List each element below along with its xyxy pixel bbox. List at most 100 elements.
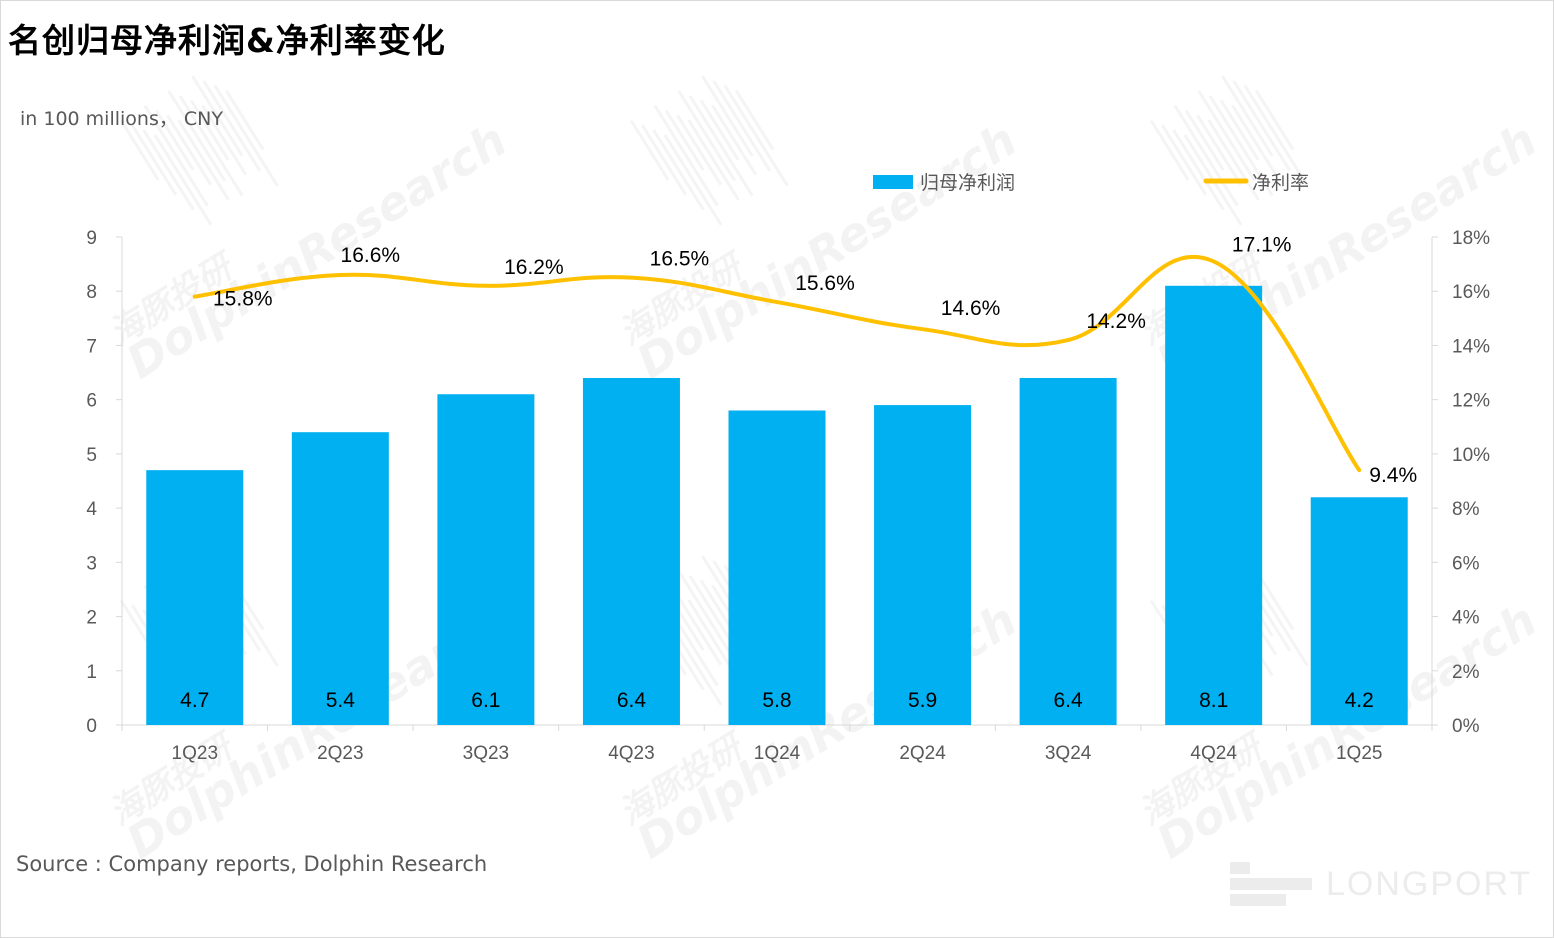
y-left-tick-label: 7 bbox=[86, 336, 97, 357]
x-tick-label: 1Q23 bbox=[172, 743, 218, 764]
unit-label: in 100 millions， CNY bbox=[20, 108, 223, 130]
watermark-bar bbox=[699, 99, 740, 161]
x-tick-label: 3Q24 bbox=[1045, 743, 1092, 764]
brand-logo: LONGPORT bbox=[1230, 862, 1532, 906]
watermark-bar bbox=[688, 94, 754, 197]
line-data-label: 15.6% bbox=[795, 272, 855, 295]
bar-data-label: 5.4 bbox=[326, 689, 356, 712]
watermark-bar bbox=[677, 90, 737, 182]
y-right-tick-label: 2% bbox=[1452, 662, 1480, 683]
line-path bbox=[192, 254, 1362, 473]
y-left-tick-label: 0 bbox=[86, 716, 97, 737]
watermark-bar bbox=[166, 114, 213, 186]
watermark-bar bbox=[723, 84, 789, 187]
watermark-bar bbox=[1221, 75, 1274, 157]
watermark-bar bbox=[119, 119, 160, 181]
x-tick-label: 1Q25 bbox=[1336, 743, 1382, 764]
watermark: 海豚投研DolphinResearch bbox=[102, 75, 516, 389]
x-tick-label: 3Q23 bbox=[463, 743, 509, 764]
watermark-bar bbox=[1149, 119, 1190, 181]
watermark-bar bbox=[153, 134, 213, 226]
bar bbox=[582, 377, 680, 725]
bar-series: 4.7 5.4 6.1 6.4 5.8 5.9 6.4 8.1 4.2 bbox=[146, 285, 1408, 725]
y-left-tick-label: 5 bbox=[86, 445, 97, 466]
watermark-bar bbox=[1208, 94, 1274, 197]
y-right-tick-label: 14% bbox=[1452, 336, 1490, 357]
brand-mark-icon bbox=[1230, 862, 1312, 906]
bar bbox=[1310, 497, 1408, 725]
y-right-tick-label: 6% bbox=[1452, 553, 1480, 574]
y-right-tick-label: 10% bbox=[1452, 445, 1490, 466]
watermark: 海豚投研DolphinResearch bbox=[612, 75, 1026, 389]
bar-data-label: 4.7 bbox=[180, 689, 209, 712]
y-left-tick-label: 1 bbox=[86, 662, 97, 683]
bar-data-label: 6.1 bbox=[471, 689, 500, 712]
watermark-bar bbox=[1254, 89, 1295, 151]
x-tick-label: 2Q23 bbox=[317, 743, 363, 764]
watermark-bar bbox=[1184, 109, 1225, 171]
watermark-bar bbox=[191, 75, 244, 157]
watermark-bar bbox=[676, 114, 723, 186]
watermark-bar bbox=[701, 75, 754, 157]
line-data-label: 14.6% bbox=[941, 297, 1001, 320]
watermark-bar bbox=[1232, 80, 1292, 172]
x-tick-label: 2Q24 bbox=[899, 743, 946, 764]
bar-data-label: 4.2 bbox=[1345, 689, 1374, 712]
watermark-bar bbox=[1197, 90, 1257, 182]
y-right-tick-label: 4% bbox=[1452, 608, 1480, 629]
bar-data-label: 6.4 bbox=[1054, 689, 1084, 712]
y-left-tick-label: 4 bbox=[86, 499, 97, 520]
line-data-label: 16.6% bbox=[341, 244, 401, 267]
bar-data-label: 5.8 bbox=[762, 689, 791, 712]
y-right-tick-label: 8% bbox=[1452, 499, 1480, 520]
line-data-label: 9.4% bbox=[1369, 464, 1417, 487]
watermark-bar bbox=[213, 84, 279, 187]
brand-text: LONGPORT bbox=[1326, 864, 1533, 903]
watermark-bar bbox=[663, 134, 723, 226]
watermark-bar bbox=[189, 99, 230, 161]
chart-axes: 0 1 2 3 4 5 6 7 8 9 0% 2% 4% 6% 8% 10% 12% 14% 16% 18% 1Q23 2… bbox=[86, 228, 1490, 764]
chart-title: 名创归母净利润&净利率变化 bbox=[8, 21, 446, 60]
line-series: 15.8% 16.6% 16.2% 16.5% 15.6% 14.6% 14.2% 17.1%… bbox=[192, 233, 1417, 487]
watermark-bar bbox=[142, 129, 195, 211]
watermark-bar bbox=[677, 570, 737, 662]
watermark-bar bbox=[687, 119, 740, 201]
watermark-bar bbox=[653, 104, 719, 207]
bar bbox=[437, 394, 535, 725]
bar bbox=[146, 470, 244, 725]
watermark-bar bbox=[664, 109, 705, 171]
watermark-bar bbox=[1173, 104, 1239, 207]
watermark-bar bbox=[1196, 114, 1243, 186]
x-tick-label: 4Q23 bbox=[608, 743, 654, 764]
watermark-bar bbox=[1172, 129, 1225, 211]
watermark-bar bbox=[178, 94, 244, 197]
watermark-bar bbox=[652, 129, 705, 211]
watermark-bar bbox=[1161, 124, 1208, 196]
y-right-tick-label: 0% bbox=[1452, 716, 1480, 737]
legend-bar-label: 归母净利润 bbox=[920, 172, 1015, 194]
y-left-tick-label: 6 bbox=[86, 391, 97, 412]
watermark-bar bbox=[641, 124, 688, 196]
legend-line-label: 净利率 bbox=[1252, 172, 1309, 194]
y-left-tick-label: 9 bbox=[86, 228, 97, 249]
line-data-label: 16.2% bbox=[504, 256, 564, 279]
watermark-bar bbox=[711, 104, 758, 176]
legend-bar-swatch bbox=[873, 175, 913, 189]
watermark-bar bbox=[143, 104, 209, 207]
line-data-label: 15.8% bbox=[213, 288, 273, 311]
watermark-bar bbox=[712, 80, 772, 172]
watermark-bar bbox=[1219, 99, 1260, 161]
y-left-tick-label: 2 bbox=[86, 608, 97, 629]
x-tick-label: 4Q24 bbox=[1190, 743, 1237, 764]
line-data-label: 17.1% bbox=[1232, 233, 1292, 256]
source-note: Source : Company reports, Dolphin Resear… bbox=[16, 852, 488, 876]
y-right-tick-label: 18% bbox=[1452, 228, 1490, 249]
watermark-bar bbox=[201, 104, 248, 176]
bar bbox=[1165, 285, 1263, 725]
watermark-bar bbox=[629, 119, 670, 181]
watermark-bar bbox=[202, 80, 262, 172]
line-data-label: 14.2% bbox=[1086, 310, 1146, 333]
bar bbox=[1019, 377, 1117, 725]
